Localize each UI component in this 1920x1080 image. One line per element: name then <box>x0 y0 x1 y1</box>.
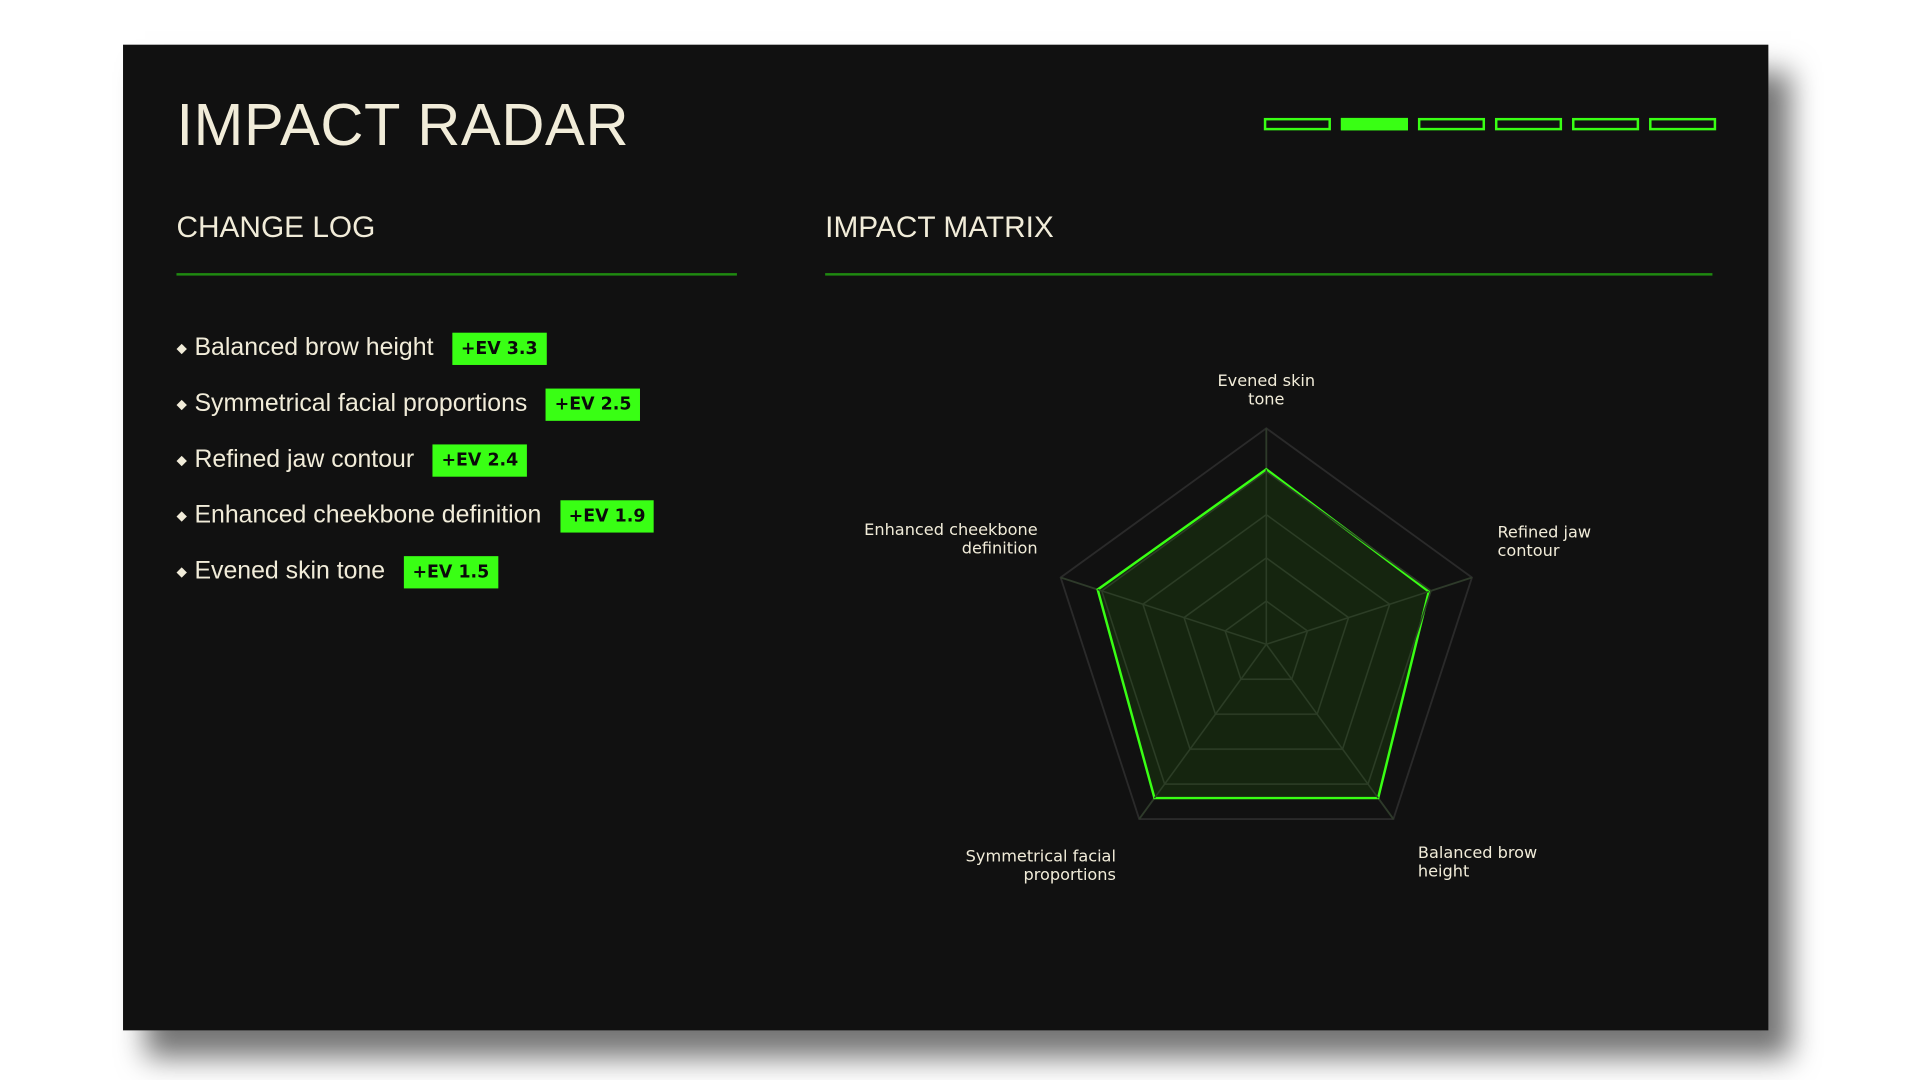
pager-indicator-2[interactable] <box>1340 117 1408 131</box>
change-log-item: ◆ Symmetrical facial proportions +EV 2.5 <box>176 376 654 432</box>
radar-axis-label: definition <box>962 539 1038 558</box>
diamond-bullet-icon: ◆ <box>176 397 187 413</box>
change-log-divider <box>176 273 737 276</box>
ev-badge: +EV 2.4 <box>432 443 527 477</box>
change-label: Balanced brow height <box>194 333 434 362</box>
change-log-item: ◆ Balanced brow height +EV 3.3 <box>176 320 654 376</box>
radar-axis-label: Enhanced cheekbone <box>864 520 1038 539</box>
radar-inner-spoke <box>1153 643 1267 799</box>
pager-indicator-3[interactable] <box>1417 117 1486 131</box>
change-label: Symmetrical facial proportions <box>194 389 528 418</box>
radar-axis-label: height <box>1418 861 1469 880</box>
impact-matrix-divider <box>825 273 1713 276</box>
change-log-item: ◆ Refined jaw contour +EV 2.4 <box>176 432 654 488</box>
radar-inner-spoke <box>1265 643 1379 799</box>
change-log-title: CHANGE LOG <box>176 211 376 245</box>
radar-axis-label: contour <box>1497 541 1559 560</box>
change-log-item: ◆ Evened skin tone +EV 1.5 <box>176 544 654 600</box>
change-log-item: ◆ Enhanced cheekbone definition +EV 1.9 <box>176 488 655 544</box>
pager-indicator-5[interactable] <box>1572 117 1640 131</box>
change-label: Refined jaw contour <box>194 445 415 473</box>
radar-data-area <box>1096 467 1431 800</box>
slide-card: IMPACT RADAR CHANGE LOG ◆ Balanced brow h… <box>123 44 1769 1031</box>
radar-inner-ring <box>1224 600 1309 680</box>
radar-axis-label: Evened skin <box>1217 371 1315 390</box>
ev-badge: +EV 3.3 <box>452 332 547 365</box>
diamond-bullet-icon: ◆ <box>176 508 187 524</box>
radar-inner-ring <box>1142 513 1391 750</box>
radar-axis-label: proportions <box>1023 865 1115 884</box>
radar-grid-ring <box>1059 427 1474 820</box>
ev-badge: +EV 2.5 <box>545 387 641 421</box>
impact-matrix-title: IMPACT MATRIX <box>825 211 1054 245</box>
ev-badge: +EV 1.5 <box>403 555 498 588</box>
slide-pager <box>1263 117 1717 131</box>
change-log-list: ◆ Balanced brow height +EV 3.3 ◆ Symmetrical… <box>176 320 655 600</box>
radar-inner-ring <box>1100 470 1432 785</box>
radar-axis-label: Refined jaw <box>1497 523 1591 542</box>
change-label: Evened skin tone <box>194 557 386 585</box>
radar-axis-label: Balanced brow <box>1418 843 1537 862</box>
pager-indicator-4[interactable] <box>1494 117 1563 131</box>
page-title: IMPACT RADAR <box>176 93 630 159</box>
radar-axis-label: tone <box>1248 390 1284 409</box>
change-label: Enhanced cheekbone definition <box>194 501 542 529</box>
diamond-bullet-icon: ◆ <box>176 341 187 357</box>
diamond-bullet-icon: ◆ <box>176 564 187 580</box>
radar-inner-spoke <box>1097 588 1267 645</box>
pager-indicator-1[interactable] <box>1263 117 1331 131</box>
radar-inner-ring <box>1183 556 1350 715</box>
diamond-bullet-icon: ◆ <box>176 453 187 469</box>
radar-inner-spoke <box>1266 590 1430 645</box>
ev-badge: +EV 1.9 <box>559 499 655 532</box>
pager-indicator-6[interactable] <box>1649 117 1717 131</box>
radar-axis-label: Symmetrical facial <box>966 847 1116 866</box>
